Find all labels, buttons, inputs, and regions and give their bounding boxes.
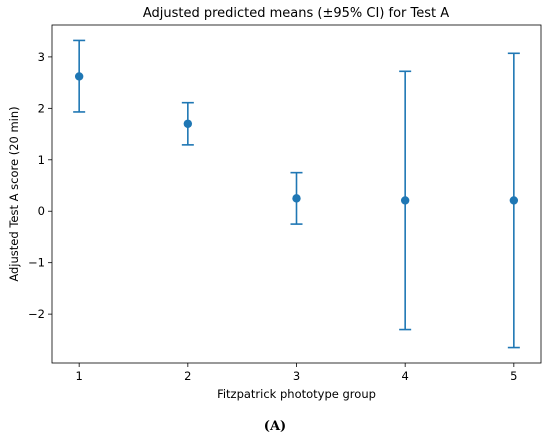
y-tick-label: −2	[28, 307, 45, 321]
x-tick-label: 2	[184, 369, 191, 383]
figure-caption: (A)	[264, 419, 286, 434]
plot-marks	[73, 39, 520, 349]
chart-title: Adjusted predicted means (±95% CI) for T…	[143, 6, 449, 21]
y-tick-label: 0	[38, 204, 45, 218]
y-tick-label: 1	[38, 153, 45, 167]
y-tick-label: 3	[38, 50, 45, 64]
y-axis-label: Adjusted Test A score (20 min)	[7, 106, 21, 281]
mean-point	[183, 119, 193, 128]
y-tick-label: −1	[28, 256, 45, 270]
mean-point	[292, 194, 301, 203]
mean-point	[400, 196, 410, 205]
x-tick-label: 4	[402, 369, 409, 383]
x-tick-label: 3	[293, 369, 300, 383]
y-tick-label: 2	[38, 101, 45, 115]
x-tick-label: 5	[510, 369, 517, 383]
axes: 1 2 3 4 5 −2 −1 0 1 2 3	[28, 50, 517, 383]
x-axis-label: Fitzpatrick phototype group	[217, 387, 376, 401]
mean-point	[74, 72, 84, 81]
mean-point	[509, 196, 519, 205]
x-tick-label: 1	[76, 369, 83, 383]
